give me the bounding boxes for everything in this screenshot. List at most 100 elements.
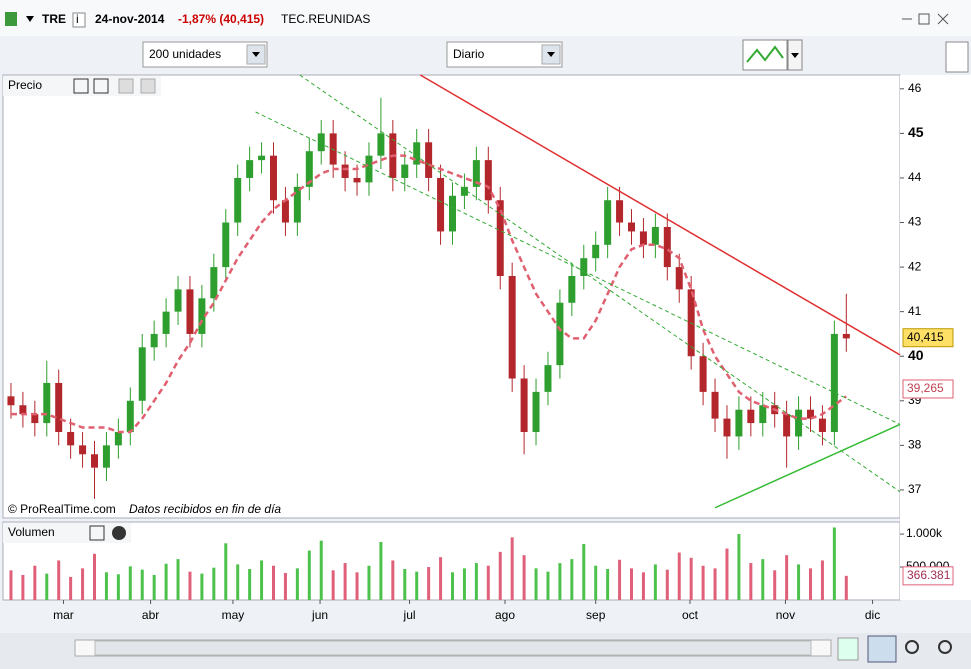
volume-bar (785, 555, 789, 600)
period: Diario (453, 47, 485, 61)
candle-body (556, 302, 564, 366)
dropdown-arrow[interactable] (26, 16, 34, 22)
trendline (299, 74, 901, 493)
volume-bar (128, 566, 132, 600)
info-icon: i (76, 12, 79, 26)
units-dropdown[interactable] (142, 41, 268, 68)
candle-body (114, 431, 122, 446)
candle-body (783, 414, 791, 437)
x-tick-label: jun (311, 608, 328, 622)
volume-bar (45, 573, 49, 600)
units: 200 unidades (149, 47, 221, 61)
y-tick-label: 46 (908, 81, 922, 95)
candle-body (830, 333, 838, 432)
candle-body (807, 409, 814, 419)
zoom-out[interactable] (905, 640, 919, 654)
dropdown-arrow (252, 52, 260, 57)
x-tick-label: oct (682, 608, 699, 622)
candle-body (508, 275, 516, 379)
candle-body (91, 454, 98, 468)
volume-bar (295, 568, 299, 600)
candle-body (150, 333, 158, 348)
quote-change: -1,87% (40,415) (178, 12, 264, 26)
volume-bar (21, 574, 25, 600)
candle-body (663, 226, 671, 268)
candle-body (401, 164, 409, 178)
trendline (714, 423, 901, 509)
volume-bar (725, 548, 729, 600)
panel-button[interactable] (118, 78, 134, 94)
candle-body (198, 298, 206, 334)
close[interactable] (937, 13, 949, 25)
volume-bar (9, 570, 13, 600)
volume-bar (653, 564, 657, 600)
volume-bar (570, 559, 574, 600)
volume-bar (415, 571, 419, 600)
candle-body (413, 142, 421, 165)
zoom-button[interactable] (867, 635, 897, 663)
volume-bar (283, 572, 287, 600)
candle-body (544, 365, 552, 392)
y-tick-label: 45 (908, 124, 924, 140)
volume-bar (331, 570, 335, 600)
x-tick-label: abr (142, 608, 159, 622)
candle-body (258, 155, 266, 161)
panel-button[interactable] (93, 78, 109, 94)
volume-bar (248, 569, 252, 600)
scroll-thumb[interactable] (94, 640, 812, 656)
candle-body (425, 142, 433, 178)
volume-bar (355, 572, 359, 600)
volume-bar (81, 568, 85, 600)
zoom-in[interactable] (938, 640, 952, 654)
volume-bar (832, 527, 836, 600)
volume-bar (797, 564, 801, 600)
candle-body (79, 445, 87, 455)
volume-bar (486, 565, 490, 600)
volume-bar (749, 563, 753, 600)
candle-body (639, 231, 647, 245)
chart-icon[interactable] (5, 12, 17, 26)
tool-button[interactable] (837, 637, 859, 661)
y-tick-label: 41 (908, 304, 922, 318)
panel-button[interactable] (73, 78, 89, 94)
dropdown-arrow (547, 52, 555, 57)
candle-body (747, 409, 755, 424)
volume-bar (534, 568, 538, 600)
candle-body (675, 267, 683, 290)
volume-bar (462, 568, 466, 600)
volume-bar (224, 543, 228, 600)
volume-bar (451, 572, 454, 600)
volume-bar (761, 559, 765, 600)
value-badge-label: 366.381 (907, 568, 951, 582)
panel-header (3, 523, 131, 543)
value-badge (902, 566, 954, 586)
candle-body (472, 160, 480, 187)
volume-bar (677, 552, 681, 600)
candle-body (723, 418, 731, 437)
volume-bar (594, 565, 598, 600)
candle-body (186, 289, 194, 334)
candle-body (222, 222, 230, 268)
value-badge (902, 328, 954, 348)
maximize[interactable] (918, 13, 930, 25)
volume-bar (439, 557, 443, 600)
panel-button[interactable] (140, 78, 156, 94)
volume-bar (104, 572, 108, 600)
candle-body (484, 160, 492, 201)
panel-button[interactable] (89, 525, 105, 541)
volume-bar (33, 565, 37, 600)
candle-body (210, 267, 218, 299)
close-panel[interactable] (112, 526, 126, 540)
side-button[interactable] (945, 41, 969, 73)
candle-body (496, 200, 504, 276)
candle-body (818, 418, 826, 432)
volume-bar (176, 559, 180, 600)
candle-body (43, 382, 51, 424)
candle-body (460, 186, 468, 196)
info-button[interactable] (72, 12, 86, 28)
candle-body (353, 177, 361, 183)
panel-title: Precio (8, 78, 42, 92)
candle-body (842, 333, 850, 339)
